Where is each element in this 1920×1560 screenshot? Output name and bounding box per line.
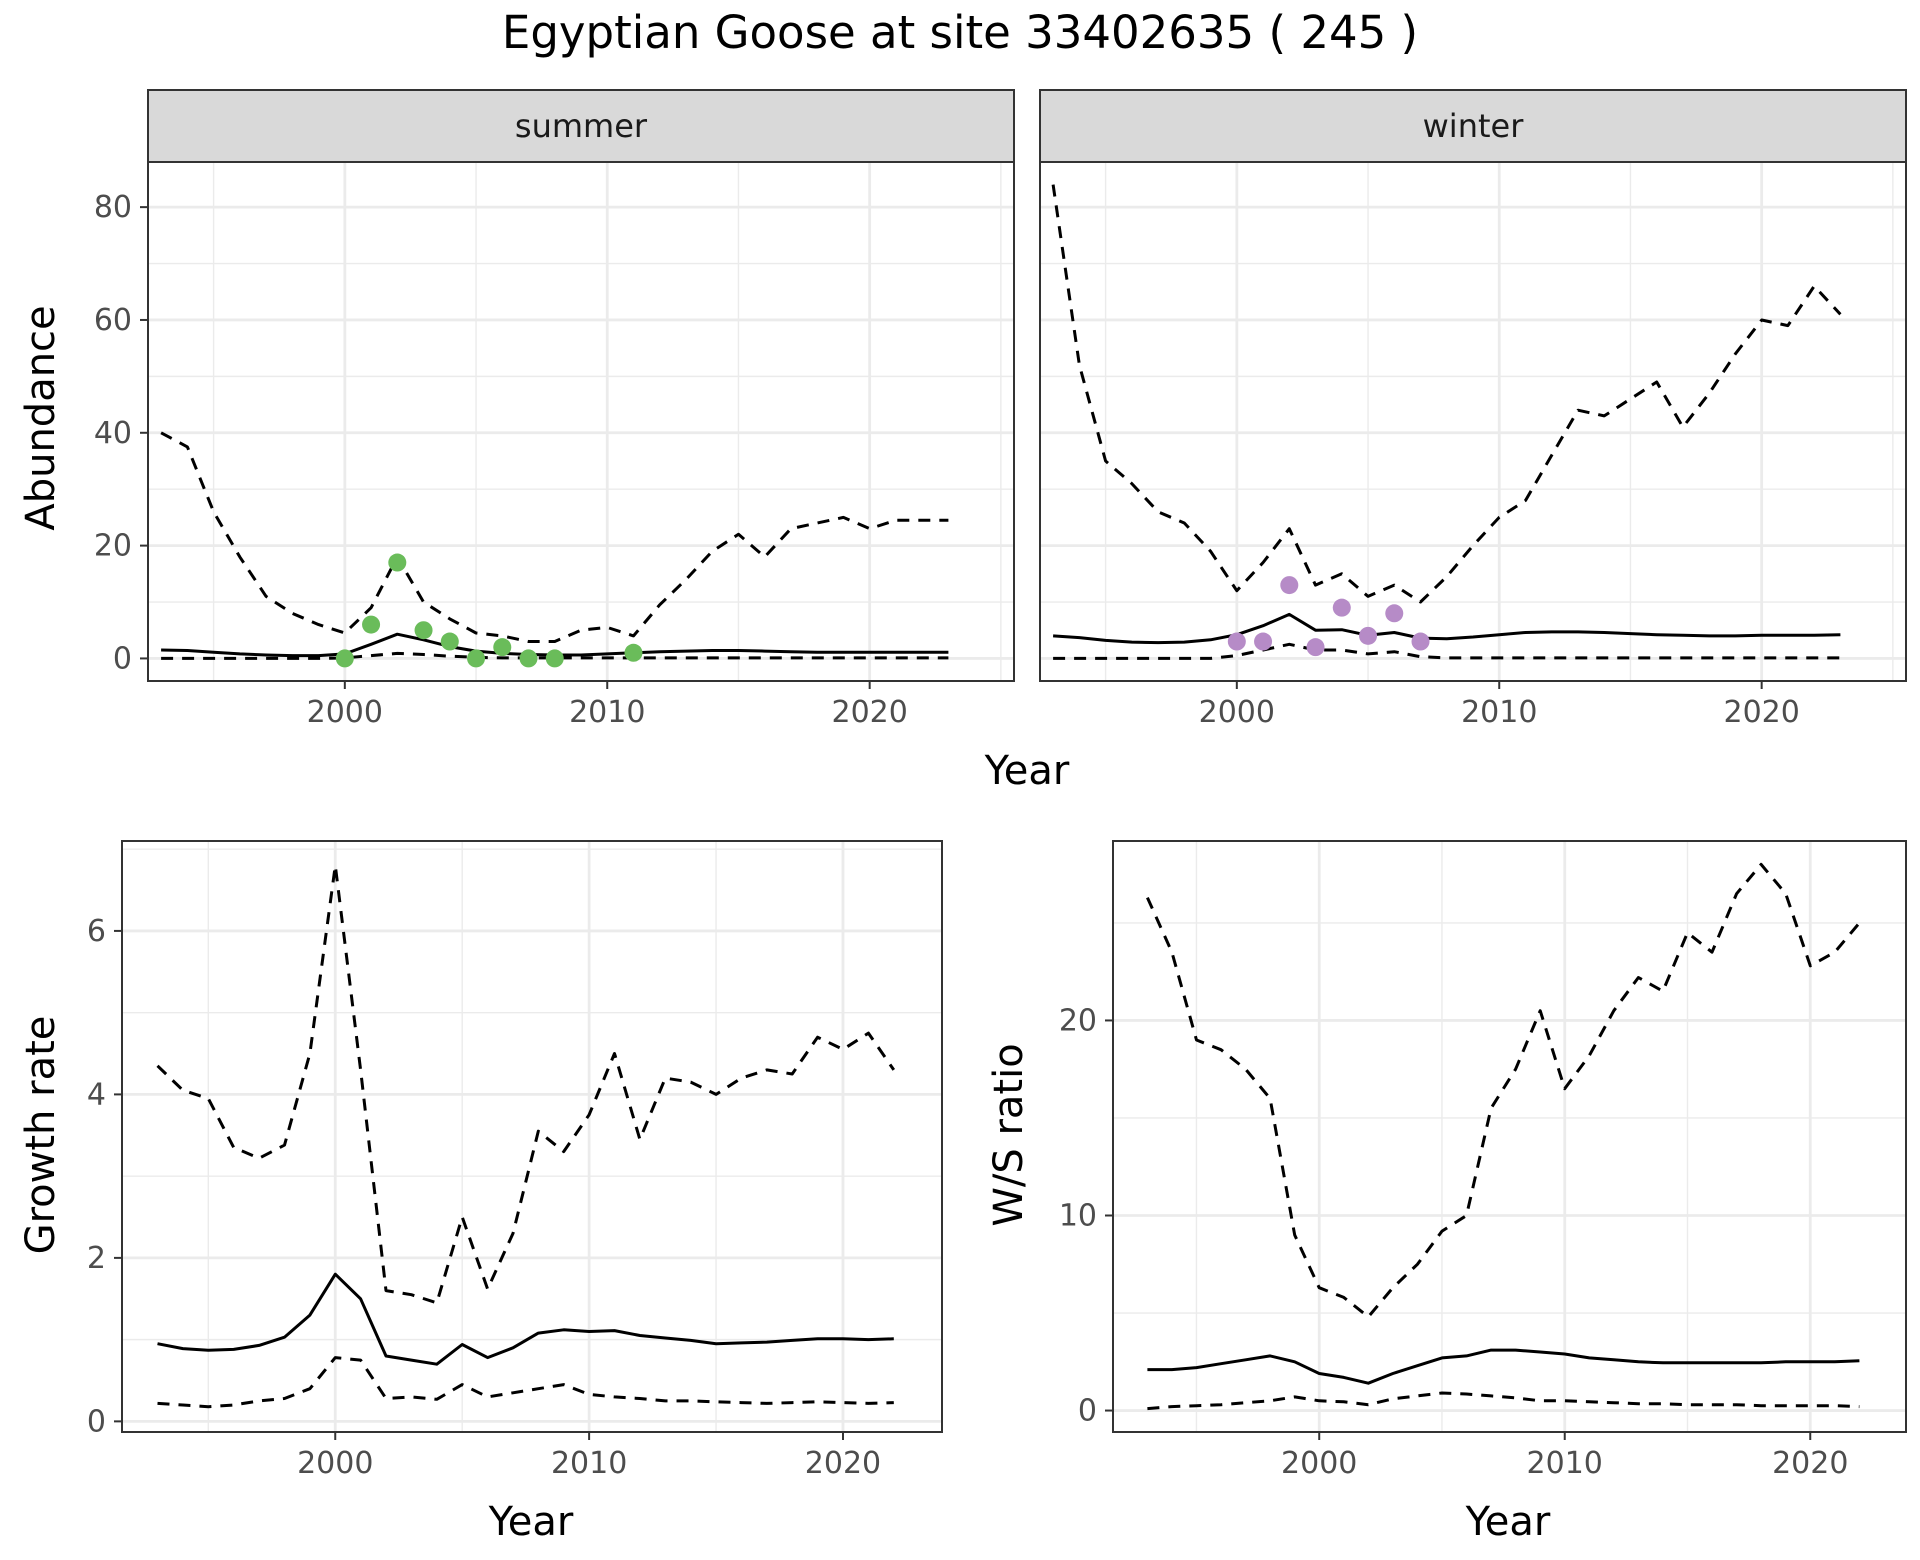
data-point-winter [1385, 604, 1404, 623]
panel-winter: winter 2000 2010 2020 [1039, 89, 1907, 730]
x-axis-label-top: Year [984, 748, 1070, 794]
x-tick-label: 2010 [569, 695, 645, 730]
data-point-summer [624, 643, 643, 662]
y-axis-label-growth-rate: Growth rate [18, 1016, 64, 1255]
plot-border-growth-rate [121, 840, 943, 1433]
data-point-summer [467, 649, 486, 668]
data-point-summer [362, 615, 381, 634]
series-line-mean-winter [1053, 612, 1841, 645]
x-tick-label: 2010 [551, 1446, 627, 1481]
plot-area-ws-ratio: 2000 2010 2020 0 10 20 [1059, 840, 1907, 1481]
y-tick-label: 20 [1059, 1003, 1097, 1038]
plot-background-growth-rate [122, 841, 942, 1432]
x-axis-label-ws-ratio: Year [1465, 1499, 1551, 1545]
strip-summer [147, 89, 1015, 163]
series-line-lower-bound-growth-rate [157, 1356, 894, 1409]
data-point-winter [1280, 576, 1299, 595]
series-line-mean-growth-rate [157, 1272, 894, 1366]
series-line-lower-bound-summer [161, 651, 949, 660]
y-tick-label: 0 [113, 641, 132, 676]
x-tick-label: 2020 [831, 695, 907, 730]
plot-area-winter: 2000 2010 2020 [1039, 161, 1907, 730]
x-tick-label: 2000 [1281, 1446, 1357, 1481]
y-tick-label: 0 [87, 1404, 106, 1439]
plot-background-ws-ratio [1113, 841, 1906, 1432]
data-point-winter [1254, 632, 1273, 651]
plot-border-winter [1039, 161, 1907, 682]
series-line-lower-bound-winter [1053, 642, 1841, 660]
y-tick-label: 2 [87, 1241, 106, 1276]
strip-label-winter: winter [1423, 107, 1525, 145]
x-tick-label: 2010 [1461, 695, 1537, 730]
data-point-summer [414, 621, 433, 640]
x-tick-label: 2020 [805, 1446, 881, 1481]
plot-border-summer [147, 161, 1015, 682]
strip-label-summer: summer [515, 107, 648, 145]
data-point-winter [1306, 638, 1325, 657]
plot-area-growth-rate: 2000 2010 2020 0 2 4 6 [87, 840, 943, 1481]
panel-summer: summer 2000 2010 2020 0 20 40 60 80 Abundance [18, 89, 1015, 730]
plot-border-ws-ratio [1112, 840, 1907, 1433]
y-tick-label: 6 [87, 914, 106, 949]
chart-title: Egyptian Goose at site 33402635 ( 245 ) [502, 6, 1418, 59]
panel-ws-ratio: 2000 2010 2020 0 10 20 W/S ratio Year [986, 840, 1907, 1545]
y-tick-label: 20 [94, 529, 132, 564]
data-point-summer [493, 638, 512, 657]
series-line-lower-bound-ws-ratio [1147, 1391, 1860, 1411]
plot-area-summer: 2000 2010 2020 0 20 40 60 80 [94, 161, 1015, 730]
series-line-mean-ws-ratio [1147, 1348, 1860, 1385]
plot-background-winter [1040, 162, 1906, 681]
y-tick-label: 60 [94, 303, 132, 338]
panel-growth-rate: 2000 2010 2020 0 2 4 6 Growth rate Year [18, 840, 943, 1545]
data-point-summer [440, 632, 459, 651]
y-tick-label: 10 [1059, 1198, 1097, 1233]
series-line-upper-bound-winter [1051, 184, 1842, 604]
x-tick-label: 2000 [1199, 695, 1275, 730]
data-point-summer [519, 649, 538, 668]
x-axis-label-growth-rate: Year [488, 1499, 574, 1545]
x-tick-label: 2000 [307, 695, 383, 730]
series-line-upper-bound-summer [160, 431, 949, 643]
x-tick-label: 2000 [297, 1446, 373, 1481]
series-line-upper-bound-ws-ratio [1146, 862, 1861, 1319]
data-point-winter [1332, 598, 1351, 617]
y-tick-label: 40 [94, 416, 132, 451]
x-tick-label: 2020 [1772, 1446, 1848, 1481]
data-point-summer [388, 553, 407, 572]
x-tick-label: 2010 [1527, 1446, 1603, 1481]
y-tick-label: 4 [87, 1077, 106, 1112]
y-tick-label: 0 [1078, 1394, 1097, 1429]
data-point-winter [1227, 632, 1246, 651]
y-axis-label-abundance: Abundance [18, 305, 64, 530]
y-tick-label: 80 [94, 190, 132, 225]
data-point-summer [545, 649, 564, 668]
data-point-winter [1359, 626, 1378, 645]
data-point-winter [1411, 632, 1430, 651]
series-line-upper-bound-growth-rate [156, 864, 896, 1305]
x-tick-label: 2020 [1723, 695, 1799, 730]
data-point-summer [335, 649, 354, 668]
y-axis-label-ws-ratio: W/S ratio [986, 1043, 1032, 1226]
